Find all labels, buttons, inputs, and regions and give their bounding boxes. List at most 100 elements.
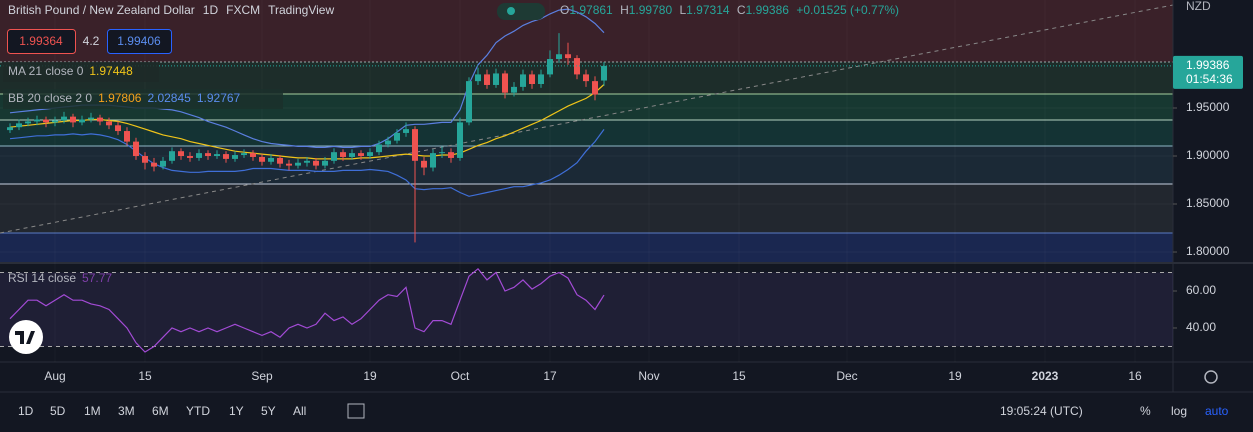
x-tick-label: Aug <box>44 369 65 383</box>
candle-body <box>15 123 22 128</box>
status-pill <box>497 3 545 20</box>
legend-name: RSI 14 close <box>8 271 76 285</box>
bid[interactable]: 1.99364 <box>19 34 63 48</box>
date-range-icon[interactable] <box>347 403 365 419</box>
candle-body <box>547 59 554 75</box>
ohlc-key: C <box>737 3 746 17</box>
candle-body <box>511 86 518 93</box>
y-tick-label: 1.80000 <box>1186 244 1230 258</box>
candle-body <box>556 54 563 60</box>
clock[interactable]: 19:05:24 (UTC) <box>1000 404 1083 418</box>
range-button[interactable]: 1M <box>84 404 101 418</box>
candle-body <box>357 153 364 157</box>
candle-body <box>412 129 419 161</box>
candle-body <box>69 116 76 123</box>
x-tick-label: 16 <box>1128 369 1142 383</box>
range-button[interactable]: 3M <box>118 404 135 418</box>
candle-body <box>592 81 599 95</box>
y-tick-label: 40.00 <box>1186 320 1216 334</box>
spread: 4.2 <box>83 34 100 48</box>
zone <box>0 146 1173 184</box>
legend-value: 57.77 <box>82 271 112 285</box>
candle-body <box>339 152 346 157</box>
y-tick-label: 1.85000 <box>1186 196 1230 210</box>
auto-toggle[interactable]: auto <box>1205 404 1229 418</box>
last-price-tag <box>1173 55 1243 89</box>
trend-line <box>0 4 1174 234</box>
candle-body <box>249 153 256 157</box>
candle-body <box>177 151 184 157</box>
range-buttons: 1D 5D 1M 3M 6M YTD 1Y 5Y All <box>18 404 306 418</box>
range-button[interactable]: 6M <box>152 404 169 418</box>
candle-body <box>475 74 482 82</box>
percent-toggle[interactable]: % <box>1140 404 1151 418</box>
zone <box>0 184 1173 233</box>
candle-body <box>159 160 166 167</box>
candle-body <box>375 144 382 153</box>
candle-body <box>394 132 401 141</box>
currency[interactable]: NZD <box>1186 0 1211 13</box>
candle-body <box>132 141 139 157</box>
candle-body <box>6 127 13 131</box>
log-toggle[interactable]: log <box>1171 404 1187 418</box>
symbol: British Pound / New Zealand Dollar <box>8 3 195 17</box>
x-tick-label: 19 <box>948 369 962 383</box>
y-tick-label: 1.95000 <box>1186 100 1230 114</box>
ma-legend: MA 21 close 0 1.97448 <box>8 64 133 78</box>
candle-body <box>168 151 175 161</box>
x-tick-label: 19 <box>363 369 377 383</box>
candle-body <box>466 81 473 123</box>
candle-body <box>267 157 274 162</box>
source: TradingView <box>268 3 334 17</box>
candle-body <box>457 122 464 158</box>
y-tick-label: 60.00 <box>1186 283 1216 297</box>
logo-mark <box>15 331 35 344</box>
range-button[interactable]: 1Y <box>229 404 244 418</box>
rsi-line <box>9 267 605 353</box>
ohlc-key: L <box>679 3 686 17</box>
rsi-pane <box>0 264 1173 362</box>
legend-value: 1.97448 <box>89 64 133 78</box>
x-tick-label: Sep <box>251 369 273 383</box>
candle-body <box>240 153 247 156</box>
y-tick-label: 1.90000 <box>1186 148 1230 162</box>
x-tick-label: 15 <box>138 369 152 383</box>
candle-body <box>213 154 220 157</box>
zone <box>0 120 1173 146</box>
ohlc-value: 1.97861 <box>569 3 613 17</box>
candle-body <box>231 155 238 159</box>
sell-box[interactable] <box>7 29 76 54</box>
candle-body <box>114 125 121 132</box>
candle-body <box>574 58 581 75</box>
candle-body <box>258 156 265 162</box>
ohlc-key: O <box>560 3 569 17</box>
candle-body <box>87 117 94 120</box>
candle-body <box>186 156 193 158</box>
settings-icon[interactable] <box>1204 370 1218 384</box>
ask[interactable]: 1.99406 <box>117 34 161 48</box>
candle-body <box>583 74 590 82</box>
range-button[interactable]: 1D <box>18 404 34 418</box>
countdown: 01:54:36 <box>1186 72 1233 86</box>
chart-title: British Pound / New Zealand Dollar 1D FXCM… <box>8 3 334 17</box>
candle-body <box>366 152 373 157</box>
buy-box[interactable] <box>107 29 172 54</box>
x-tick-label: 15 <box>732 369 746 383</box>
zone <box>0 0 1173 62</box>
range-button[interactable]: 5D <box>50 404 66 418</box>
candle-body <box>24 121 31 124</box>
candle-body <box>312 160 319 166</box>
candle-body <box>430 153 437 168</box>
candle-body <box>601 65 608 81</box>
candle-body <box>529 74 536 85</box>
range-button[interactable]: YTD <box>186 404 210 418</box>
range-button[interactable]: All <box>293 404 306 418</box>
candle-body <box>348 153 355 157</box>
candle-body <box>303 160 310 163</box>
range-button[interactable]: 5Y <box>261 404 276 418</box>
candle-body <box>150 162 157 167</box>
interval: 1D <box>203 3 219 17</box>
candle-body <box>565 54 572 59</box>
status-dot <box>507 7 515 15</box>
